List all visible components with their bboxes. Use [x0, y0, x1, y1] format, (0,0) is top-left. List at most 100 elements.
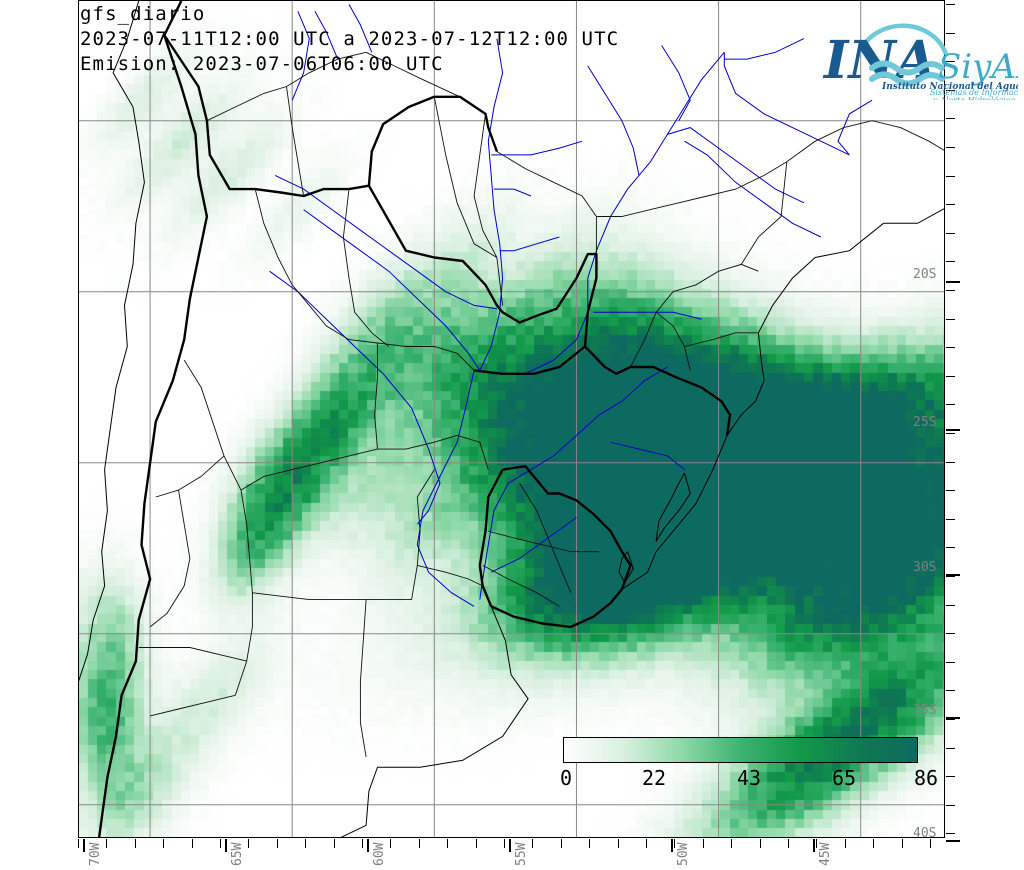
- y-minor-tick: [946, 462, 955, 463]
- logo-wave-icon: [869, 60, 945, 87]
- y-minor-tick: [946, 4, 955, 5]
- y-minor-tick: [946, 833, 955, 834]
- y-tick-label-3: 35S: [913, 703, 937, 718]
- x-minor-tick: [504, 839, 505, 848]
- y-minor-tick: [946, 490, 955, 491]
- colorbar-label-1: 22: [642, 766, 667, 790]
- x-minor-tick: [476, 839, 477, 848]
- x-minor-tick: [163, 839, 164, 848]
- y-minor-tick: [946, 690, 955, 691]
- colorbar-label-4: 86: [914, 766, 939, 790]
- country-borders: [97, 1, 732, 837]
- y-minor-tick: [946, 176, 955, 177]
- x-major-tick: [367, 839, 369, 852]
- x-minor-tick: [902, 839, 903, 848]
- y-tick-label-2: 30S: [913, 560, 937, 575]
- y-minor-tick: [946, 605, 955, 606]
- y-minor-tick: [946, 576, 955, 577]
- y-minor-tick: [946, 404, 955, 405]
- y-minor-tick: [946, 347, 955, 348]
- y-minor-tick: [946, 519, 955, 520]
- map-vector-overlay: [79, 1, 944, 837]
- x-major-tick: [671, 839, 673, 852]
- x-minor-tick: [532, 839, 533, 848]
- x-minor-tick: [447, 839, 448, 848]
- y-minor-tick: [946, 719, 955, 720]
- colorbar-tick-labels: 0 22 43 65 86: [550, 766, 940, 792]
- logo-line2: Sistemas de Información: [930, 88, 1018, 97]
- precipitation-raster: [79, 1, 944, 837]
- x-minor-tick: [760, 839, 761, 848]
- logo-line3: y Alerta Hidrológico: [932, 96, 1015, 100]
- figure-title-block: gfs_diario 2023-07-11T12:00 UTC a 2023-0…: [80, 2, 619, 77]
- x-minor-tick: [78, 839, 79, 848]
- y-minor-tick: [946, 433, 955, 434]
- y-major-tick: [946, 574, 960, 576]
- y-major-tick: [946, 429, 960, 431]
- y-minor-tick: [946, 147, 955, 148]
- y-minor-tick: [946, 776, 955, 777]
- model-name: gfs_diario: [80, 3, 206, 25]
- y-minor-tick: [946, 61, 955, 62]
- x-minor-tick: [873, 839, 874, 848]
- y-tick-label-0: 20S: [913, 267, 937, 282]
- gridlines: [79, 1, 944, 837]
- x-major-tick: [813, 839, 815, 852]
- y-minor-tick: [946, 118, 955, 119]
- logo-arc-icon: [855, 23, 949, 57]
- x-minor-tick: [930, 839, 931, 848]
- y-tick-label-1: 25S: [913, 415, 937, 430]
- x-minor-tick: [248, 839, 249, 848]
- x-minor-tick: [788, 839, 789, 848]
- y-minor-tick: [946, 90, 955, 91]
- colorbar-label-3: 65: [832, 766, 857, 790]
- coastline: [79, 1, 944, 837]
- x-minor-tick: [618, 839, 619, 848]
- y-minor-tick: [946, 204, 955, 205]
- province-borders: [138, 51, 944, 757]
- y-minor-tick: [946, 376, 955, 377]
- logo-product: SiyAH: [938, 47, 1018, 87]
- y-minor-tick: [946, 805, 955, 806]
- x-major-tick: [225, 839, 227, 852]
- x-minor-tick: [845, 839, 846, 848]
- logo-line1: Instituto Nacional del Agua: [881, 82, 1018, 92]
- x-minor-tick: [106, 839, 107, 848]
- y-minor-tick: [946, 33, 955, 34]
- y-minor-tick: [946, 662, 955, 663]
- y-minor-tick: [946, 547, 955, 548]
- colorbar: [563, 737, 918, 763]
- x-minor-tick: [220, 839, 221, 848]
- x-major-tick: [83, 839, 85, 852]
- x-minor-tick: [674, 839, 675, 848]
- colorbar-label-0: 0: [560, 766, 573, 790]
- river-network: [269, 4, 873, 607]
- y-minor-tick: [946, 290, 955, 291]
- x-minor-tick: [192, 839, 193, 848]
- x-minor-tick: [703, 839, 704, 848]
- y-tick-label-4: 40S: [913, 826, 937, 841]
- x-minor-tick: [816, 839, 817, 848]
- y-major-tick: [946, 840, 960, 842]
- y-minor-tick: [946, 261, 955, 262]
- x-minor-tick: [277, 839, 278, 848]
- emission-time: Emision: 2023-07-06T06:00 UTC: [80, 53, 444, 75]
- x-minor-tick: [646, 839, 647, 848]
- x-minor-tick: [419, 839, 420, 848]
- x-major-tick: [509, 839, 511, 852]
- x-minor-tick: [135, 839, 136, 848]
- y-minor-tick: [946, 233, 955, 234]
- x-minor-tick: [390, 839, 391, 848]
- x-minor-tick: [589, 839, 590, 848]
- y-minor-tick: [946, 748, 955, 749]
- map-plot-area[interactable]: [78, 0, 945, 838]
- ina-siyah-logo: INA SiyAH Instituto Nacional del Agua Si…: [820, 8, 1018, 100]
- colorbar-label-2: 43: [737, 766, 762, 790]
- x-minor-tick: [305, 839, 306, 848]
- y-major-tick: [946, 281, 960, 283]
- y-minor-tick: [946, 633, 955, 634]
- x-minor-tick: [731, 839, 732, 848]
